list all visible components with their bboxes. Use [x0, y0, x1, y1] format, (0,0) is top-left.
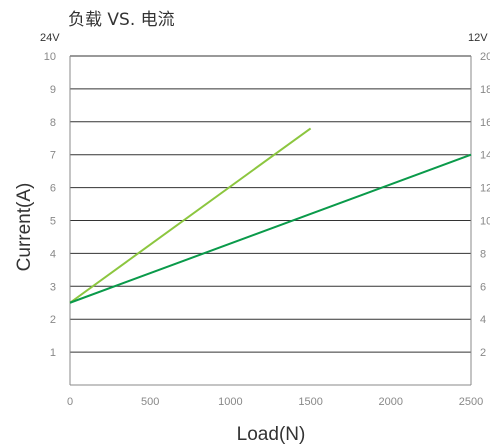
left-y-tick-label-10: 10 [44, 51, 56, 63]
right-y-tick-label-8: 8 [480, 248, 486, 260]
left-y-tick-label-6: 6 [50, 183, 56, 195]
series-line-left-axis [69, 127, 312, 304]
left-y-tick-label-5: 5 [50, 216, 56, 228]
right-y-tick-label-14: 14 [480, 150, 490, 162]
x-tick-label-1000: 1000 [218, 396, 242, 408]
gridlines [70, 55, 471, 353]
right-y-tick-label-18: 18 [480, 84, 490, 96]
series-lines [69, 127, 472, 304]
right-y-tick-label-2: 2 [480, 347, 486, 359]
y-axis-label: Current(A) [14, 183, 35, 272]
left-y-tick-label-2: 2 [50, 314, 56, 326]
x-tick-label-2000: 2000 [379, 396, 403, 408]
right-y-tick-label-4: 4 [480, 314, 486, 326]
right-y-tick-label-12: 12 [480, 183, 490, 195]
right-y-tick-label-6: 6 [480, 281, 486, 293]
right-y-tick-label-10: 10 [480, 216, 490, 228]
x-tick-label-1500: 1500 [298, 396, 322, 408]
axes [69, 56, 472, 386]
left-y-tick-label-7: 7 [50, 150, 56, 162]
left-y-tick-label-1: 1 [50, 347, 56, 359]
left-y-tick-label-8: 8 [50, 117, 56, 129]
x-tick-label-500: 500 [141, 396, 159, 408]
right-y-tick-label-16: 16 [480, 117, 490, 129]
x-tick-label-2500: 2500 [459, 396, 483, 408]
left-axis-unit-label: 24V [40, 32, 60, 44]
left-y-tick-label-4: 4 [50, 248, 56, 260]
x-tick-label-0: 0 [67, 396, 73, 408]
x-axis-label: Load(N) [237, 424, 306, 445]
series-line-right-axis [69, 153, 472, 304]
left-y-tick-label-9: 9 [50, 84, 56, 96]
left-y-tick-label-3: 3 [50, 281, 56, 293]
right-y-tick-label-20: 20 [480, 51, 490, 63]
right-axis-unit-label: 12V [468, 32, 488, 44]
chart-title: 负载 VS. 电流 [68, 10, 175, 30]
